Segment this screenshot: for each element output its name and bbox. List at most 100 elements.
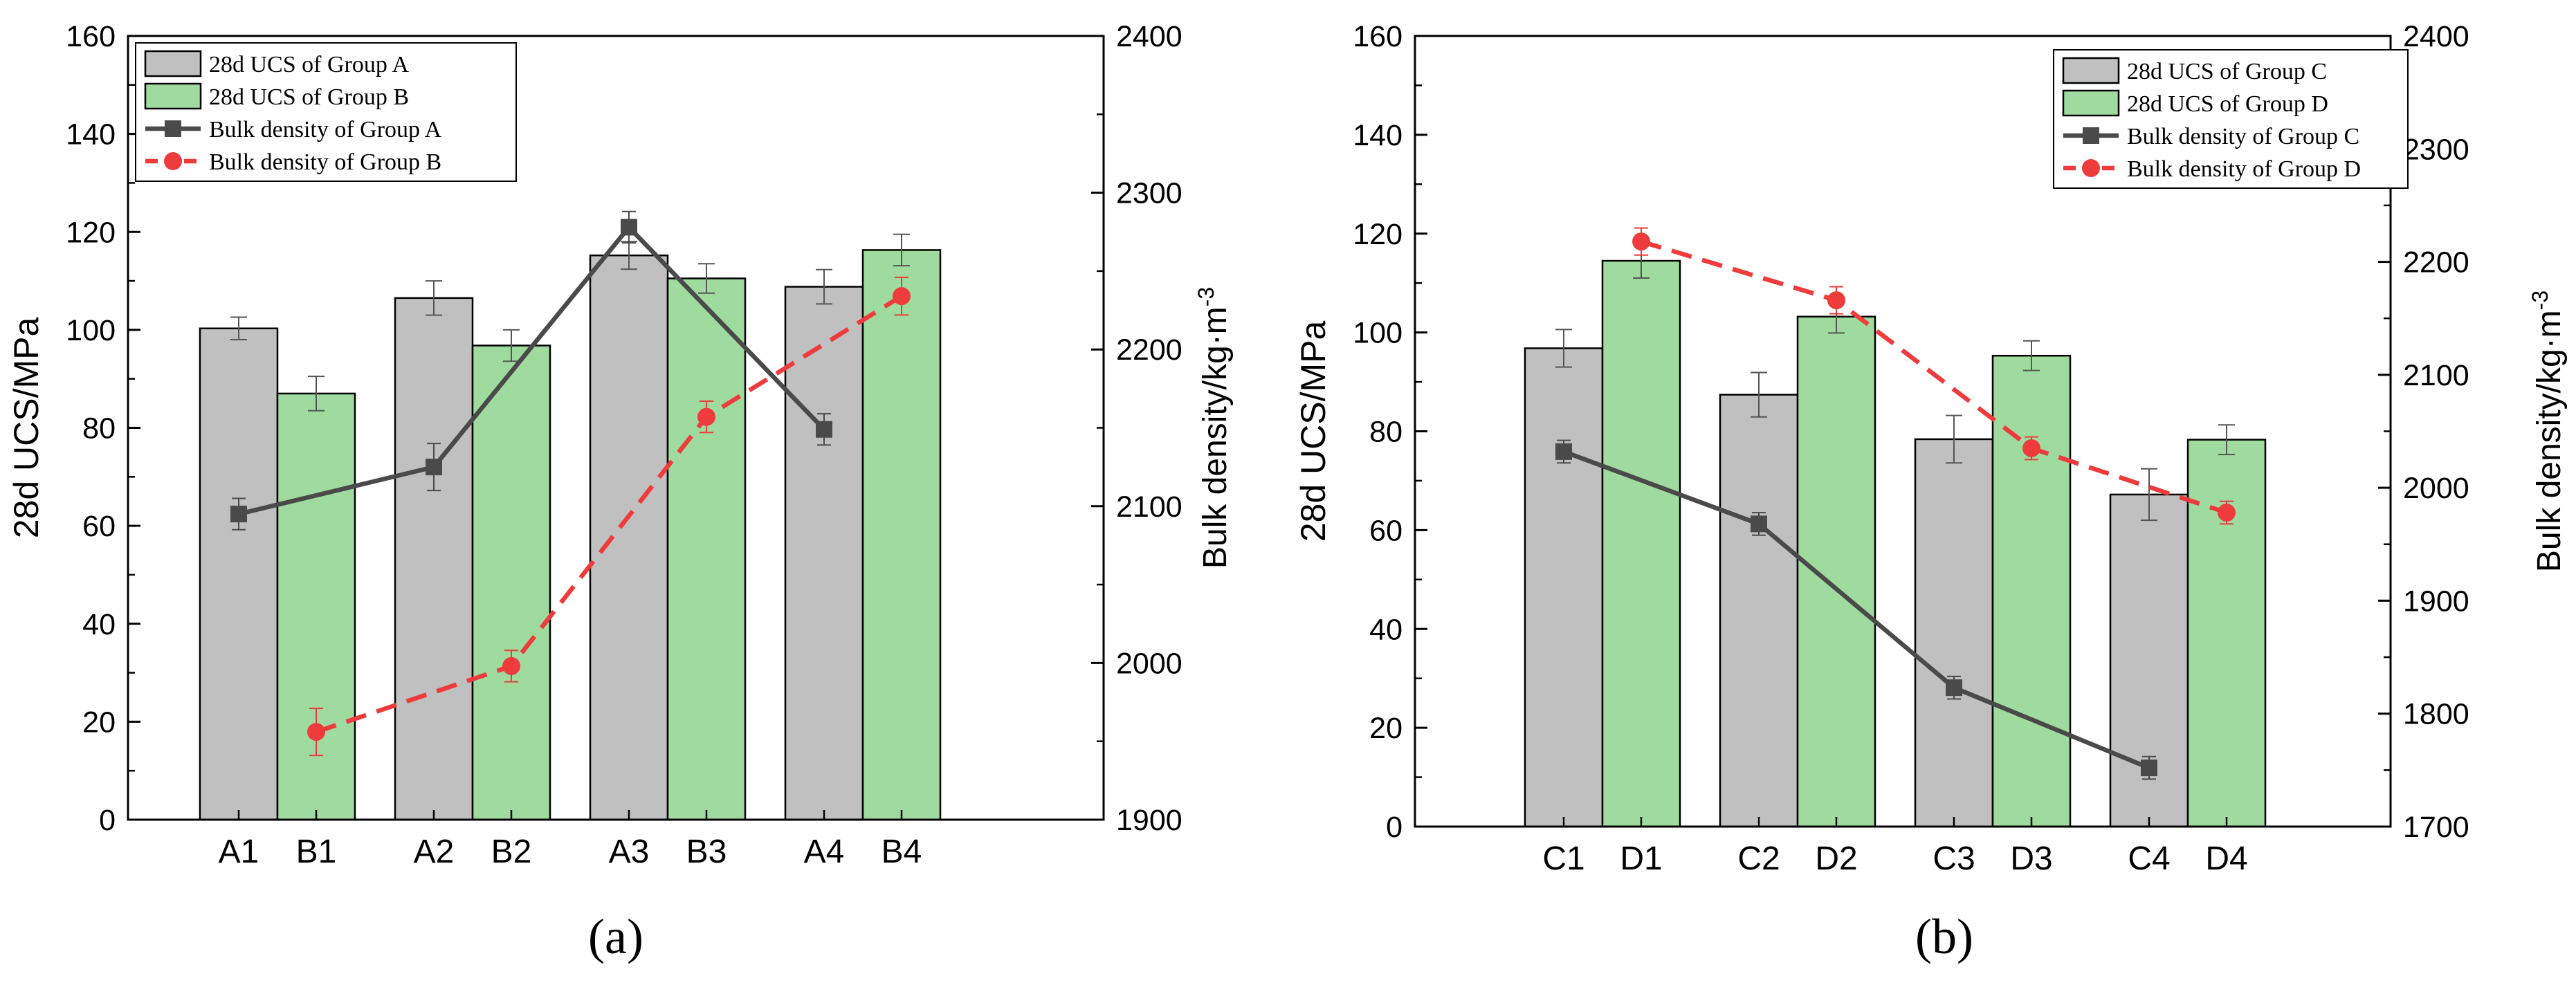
point-B3 <box>697 407 715 426</box>
x-tick-label-D3: D3 <box>2010 840 2052 877</box>
bar-C2 <box>1719 394 1799 828</box>
left-tick-label: 140 <box>66 118 116 151</box>
legend-label: 28d UCS of Group D <box>2127 91 2328 117</box>
x-tick-label-B3: B3 <box>686 834 727 870</box>
legend-swatch-bar-0 <box>2062 57 2120 84</box>
right-tick-label: 2300 <box>1116 177 1182 210</box>
x-tick-label-B4: B4 <box>881 834 922 870</box>
x-tick-label-D4: D4 <box>2205 840 2247 877</box>
point-B4 <box>893 287 911 306</box>
legend-marker-0 <box>165 120 181 137</box>
bar-B4 <box>861 249 942 821</box>
bar-D1 <box>1601 259 1681 828</box>
legend-label: Bulk density of Group A <box>209 117 442 142</box>
x-tick-label-C2: C2 <box>1737 840 1780 877</box>
x-tick-label-D2: D2 <box>1815 840 1857 877</box>
point-C4 <box>2141 760 2157 777</box>
left-tick-label: 40 <box>1369 613 1403 646</box>
right-axis-title-superscript: -3 <box>2528 291 2552 310</box>
legend-label: Bulk density of Group C <box>2127 124 2359 149</box>
left-tick-label: 60 <box>82 510 116 543</box>
right-tick-label: 2100 <box>1116 490 1182 524</box>
legend-label: 28d UCS of Group C <box>2127 59 2327 84</box>
chart-panel-b: 0 20 40 60 80 100 120 140 160 1700 1800 1900 2000 210… <box>1294 20 2568 964</box>
series-line-0 <box>1562 449 2150 771</box>
right-tick-label: 2100 <box>2403 359 2469 392</box>
x-tick-label-A1: A1 <box>219 834 259 870</box>
right-tick-label: 2400 <box>2403 20 2469 53</box>
point-C3 <box>1946 679 1962 697</box>
x-tick-label-B2: B2 <box>491 834 532 870</box>
x-tick-label-A3: A3 <box>609 834 650 870</box>
legend-label: Bulk density of Group B <box>209 149 441 175</box>
point-A2 <box>426 459 442 476</box>
x-tick-label-B1: B1 <box>296 834 337 870</box>
left-tick-label: 160 <box>66 20 116 53</box>
legend-swatch-bar-1 <box>144 82 202 110</box>
point-C1 <box>1555 443 1572 460</box>
right-axis-title: Bulk density/kg·m-3 <box>1194 287 1234 569</box>
x-tick-label-C1: C1 <box>1542 840 1584 877</box>
x-tick-label-C4: C4 <box>2128 840 2170 877</box>
right-tick-label: 2000 <box>2403 472 2469 505</box>
left-tick-label: 40 <box>82 608 116 641</box>
x-tick-label-D1: D1 <box>1620 840 1662 877</box>
x-tick-label-C3: C3 <box>1933 840 1975 877</box>
point-B1 <box>307 723 325 742</box>
panel-label: (b) <box>1915 909 1973 964</box>
left-tick-label: 80 <box>82 412 116 445</box>
left-tick-label: 60 <box>1369 514 1403 547</box>
left-tick-label: 80 <box>1369 416 1403 449</box>
right-tick-label: 2200 <box>2403 246 2469 279</box>
left-tick-label: 160 <box>1353 20 1403 53</box>
right-tick-label: 2300 <box>2403 133 2469 166</box>
legend-marker-1 <box>2082 159 2100 177</box>
right-axis-title-main: Bulk density/kg·m <box>2531 310 2568 572</box>
legend-label: 28d UCS of Group A <box>209 52 409 77</box>
legend-marker-1 <box>164 152 182 170</box>
left-tick-label: 100 <box>1353 317 1403 350</box>
legend-marker-0 <box>2083 127 2099 144</box>
bar-A4 <box>784 286 864 821</box>
point-D1 <box>1632 232 1650 251</box>
bar-D3 <box>1991 354 2072 828</box>
series-line-1 <box>1641 239 2228 515</box>
point-C2 <box>1751 515 1767 533</box>
legend-label: Bulk density of Group D <box>2127 156 2361 182</box>
point-A3 <box>621 219 637 236</box>
right-tick-label: 2400 <box>1116 20 1182 53</box>
left-axis-title: 28d UCS/MPa <box>1294 321 1333 542</box>
series-line-0 <box>238 223 826 517</box>
right-tick-label: 1800 <box>2403 698 2469 731</box>
bar-B3 <box>666 277 747 821</box>
point-B2 <box>502 656 520 675</box>
bar-C3 <box>1914 438 1994 828</box>
bar-C1 <box>1524 347 1604 828</box>
left-tick-label: 100 <box>66 314 116 347</box>
bar-D2 <box>1796 315 1876 828</box>
right-axis-title-main: Bulk density/kg·m <box>1197 306 1234 569</box>
right-tick-label: 1900 <box>2403 584 2469 618</box>
bar-A2 <box>394 297 474 821</box>
left-tick-label: 120 <box>1353 218 1403 251</box>
legend-label: 28d UCS of Group B <box>209 84 409 110</box>
point-A4 <box>816 421 832 438</box>
bar-B2 <box>471 344 551 821</box>
point-D3 <box>2022 439 2040 457</box>
bar-A3 <box>589 254 669 821</box>
series-line-1 <box>315 294 903 735</box>
x-tick-label-A4: A4 <box>804 834 845 870</box>
left-tick-label: 0 <box>99 804 116 837</box>
left-tick-label: 20 <box>82 706 116 739</box>
point-A1 <box>230 506 247 523</box>
point-D4 <box>2218 504 2236 522</box>
bar-A1 <box>199 327 279 821</box>
right-axis-title-superscript: -3 <box>1194 287 1218 306</box>
point-D2 <box>1827 291 1845 310</box>
legend-swatch-bar-0 <box>144 50 202 77</box>
left-tick-label: 20 <box>1369 712 1403 745</box>
right-tick-label: 2200 <box>1116 333 1182 367</box>
right-axis-title: Bulk density/kg·m-3 <box>2528 291 2568 572</box>
left-tick-label: 0 <box>1386 811 1403 844</box>
